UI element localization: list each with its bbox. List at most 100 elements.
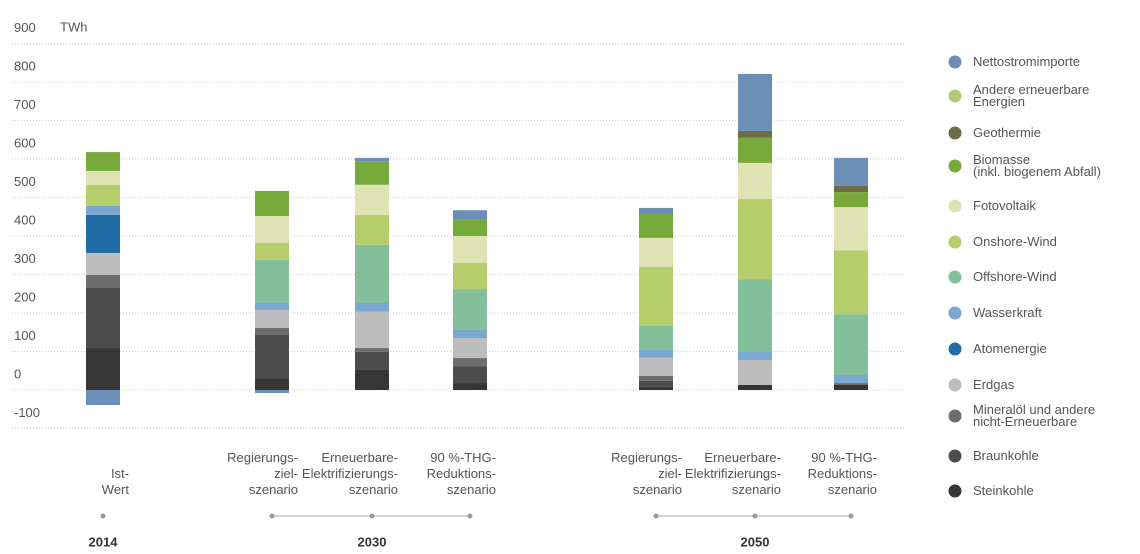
y-tick-label: 800: [14, 58, 36, 73]
y-tick-label: 500: [14, 174, 36, 189]
x-tick-label: Regierungs- ziel- szenario: [227, 450, 298, 497]
bar-segment: [355, 184, 389, 215]
group-label: 2030: [358, 534, 387, 549]
y-tick-label: 900: [14, 20, 36, 35]
group-label: 2014: [89, 534, 119, 549]
bar-segment: [255, 190, 289, 216]
x-tick-label: Regierungs- ziel- szenario: [611, 450, 682, 497]
bar-segment: [738, 73, 772, 131]
bar-segment: [86, 170, 120, 185]
bar-segment: [738, 384, 772, 390]
bar-segment: [639, 375, 673, 381]
bar-segment: [86, 252, 120, 275]
bar-segment: [834, 374, 868, 384]
bar-segment: [86, 287, 120, 349]
bar-segment: [738, 137, 772, 163]
legend-marker: [948, 409, 962, 423]
bar-segment: [86, 348, 120, 390]
legend-marker: [948, 199, 962, 213]
bar-segment: [255, 302, 289, 310]
bar-segment: [255, 309, 289, 329]
legend-label: Offshore-Wind: [973, 269, 1057, 284]
x-tick-label: 90 %-THG- Reduktions- szenario: [807, 450, 877, 497]
legend-marker: [948, 378, 962, 392]
bar-segment: [738, 162, 772, 200]
group-dot: [100, 513, 106, 519]
bar-segment: [639, 237, 673, 267]
legend-label: Atomenergie: [973, 341, 1047, 356]
bar-segment: [834, 207, 868, 251]
legend-marker: [948, 484, 962, 498]
bar-segment: [355, 348, 389, 352]
y-unit: TWh: [60, 19, 87, 34]
bar-segment: [639, 349, 673, 358]
y-tick-label: 400: [14, 212, 36, 227]
bar-segment: [355, 369, 389, 390]
y-tick-label: 300: [14, 251, 36, 266]
group-dot: [752, 513, 758, 519]
bar-segment: [834, 314, 868, 375]
legend-label: Andere erneuerbare Energien: [973, 82, 1090, 109]
bar-segment: [639, 386, 673, 390]
bar-segment: [453, 262, 487, 290]
group-dot: [269, 513, 275, 519]
y-tick-label: 200: [14, 289, 36, 304]
group-dot: [369, 513, 375, 519]
bar-segment: [255, 390, 289, 394]
bar-segment: [639, 266, 673, 326]
bar-segment: [453, 338, 487, 359]
bar-segment: [639, 357, 673, 376]
bar-segment: [453, 210, 487, 220]
bar-segment: [255, 378, 289, 390]
x-tick-label: Erneuerbare- Elektrifizierungs- szenario: [301, 450, 398, 497]
legend-marker: [948, 55, 962, 69]
bar-segment: [834, 250, 868, 315]
bar-segment: [355, 311, 389, 349]
bar-segment: [255, 328, 289, 335]
legend-marker: [948, 306, 962, 320]
legend-label: Mineralöl und andere nicht-Erneuerbare: [973, 402, 1096, 429]
legend-marker: [948, 449, 962, 463]
bar-segment: [86, 274, 120, 288]
x-tick-label: Erneuerbare- Elektrifizierungs- szenario: [684, 450, 781, 497]
group-dot: [848, 513, 854, 519]
legend-marker: [948, 159, 962, 173]
bar-segment: [639, 380, 673, 387]
group-label: 2050: [741, 534, 770, 549]
x-tick-label: 90 %-THG- Reduktions- szenario: [426, 450, 496, 497]
bar-segment: [86, 152, 120, 171]
bar-segment: [255, 259, 289, 303]
legend-label: Wasserkraft: [973, 305, 1042, 320]
legend-marker: [948, 235, 962, 249]
bar-segment: [639, 325, 673, 350]
legend-label: Geothermie: [973, 125, 1041, 140]
legend-marker: [948, 126, 962, 140]
bar-segment: [453, 219, 487, 236]
y-tick-label: -100: [14, 405, 40, 420]
bar-segment: [355, 351, 389, 370]
bar-segment: [738, 351, 772, 360]
bar-segment: [355, 157, 389, 162]
legend-marker: [948, 270, 962, 284]
legend-label: Steinkohle: [973, 483, 1034, 498]
bar-segment: [738, 279, 772, 352]
bar-segment: [255, 242, 289, 260]
bar-segment: [255, 215, 289, 243]
bar-segment: [738, 130, 772, 138]
group-dot: [653, 513, 659, 519]
bar-segment: [834, 383, 868, 385]
y-tick-label: 100: [14, 328, 36, 343]
bar-segment: [639, 207, 673, 215]
bar-segment: [738, 199, 772, 280]
legend-label: Nettostromimporte: [973, 54, 1080, 69]
bar-segment: [834, 157, 868, 186]
legend-label: Fotovoltaik: [973, 198, 1036, 213]
bar-segment: [453, 366, 487, 384]
bar-segment: [453, 329, 487, 339]
legend-label: Erdgas: [973, 377, 1015, 392]
bar-segment: [86, 214, 120, 253]
bar-segment: [86, 390, 120, 406]
bar-segment: [453, 358, 487, 367]
